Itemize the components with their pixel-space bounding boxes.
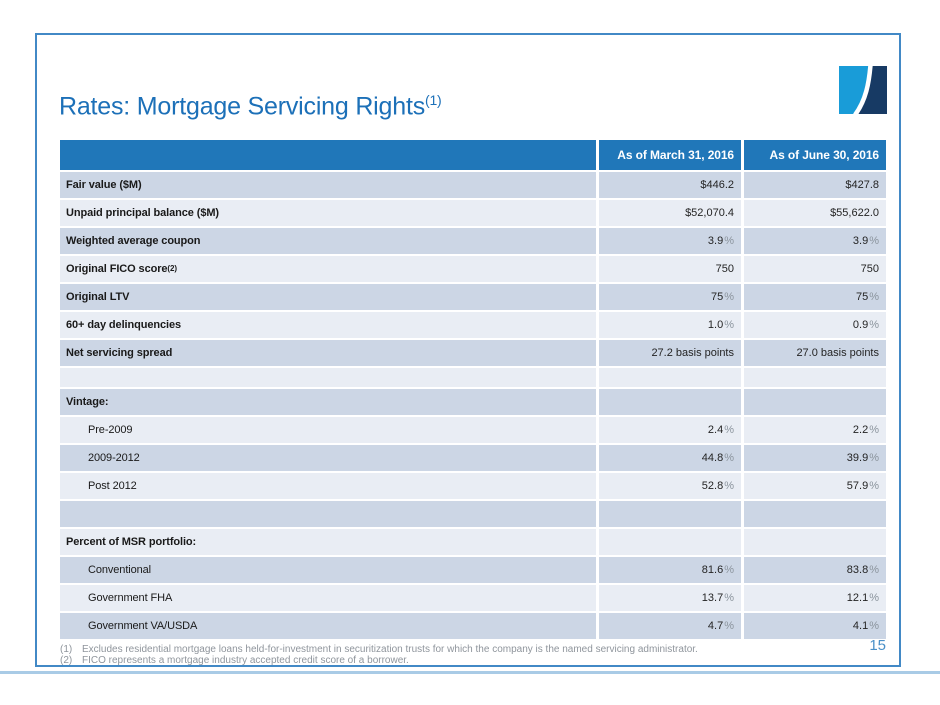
- value-march: [599, 529, 741, 555]
- value-march: 750: [599, 256, 741, 282]
- row-label: [60, 368, 596, 387]
- row-label: Unpaid principal balance ($M): [60, 200, 596, 226]
- table-row: Original LTV 75% 75%: [60, 284, 886, 310]
- value-june: 750: [744, 256, 886, 282]
- value-june: [744, 529, 886, 555]
- value-march: 52.8%: [599, 473, 741, 499]
- row-label: Government FHA: [60, 585, 596, 611]
- value-june: 12.1%: [744, 585, 886, 611]
- row-label: Original FICO score (2): [60, 256, 596, 282]
- row-label: [60, 501, 596, 527]
- value-june: [744, 501, 886, 527]
- value-march: 81.6%: [599, 557, 741, 583]
- value-march: 2.4%: [599, 417, 741, 443]
- table-row: Fair value ($M) $446.2 $427.8: [60, 172, 886, 198]
- row-label: Original LTV: [60, 284, 596, 310]
- value-march: [599, 368, 741, 387]
- value-march: 27.2 basis points: [599, 340, 741, 366]
- table-row: Weighted average coupon 3.9% 3.9%: [60, 228, 886, 254]
- title-footnote-marker: (1): [425, 92, 442, 108]
- value-march: $446.2: [599, 172, 741, 198]
- value-june: 83.8%: [744, 557, 886, 583]
- column-header-june: As of June 30, 2016: [744, 140, 886, 170]
- value-june: 4.1%: [744, 613, 886, 639]
- footnotes: (1) Excludes residential mortgage loans …: [60, 644, 800, 667]
- value-june: $427.8: [744, 172, 886, 198]
- column-header-march: As of March 31, 2016: [599, 140, 741, 170]
- value-march: 1.0%: [599, 312, 741, 338]
- row-label: Pre-2009: [60, 417, 596, 443]
- table-header-row: As of March 31, 2016 As of June 30, 2016: [60, 140, 886, 170]
- value-june: 75%: [744, 284, 886, 310]
- footnote: (2) FICO represents a mortgage industry …: [60, 654, 800, 667]
- value-june: 0.9%: [744, 312, 886, 338]
- footnote: (1) Excludes residential mortgage loans …: [60, 644, 800, 656]
- table-row: Net servicing spread 27.2 basis points 27.…: [60, 340, 886, 366]
- value-march: 4.7%: [599, 613, 741, 639]
- value-march: [599, 501, 741, 527]
- footnote-text: FICO represents a mortgage industry acce…: [82, 654, 409, 666]
- value-june: 39.9%: [744, 445, 886, 471]
- table-body: Fair value ($M) $446.2 $427.8 Unpaid princi…: [60, 172, 886, 639]
- value-june: 27.0 basis points: [744, 340, 886, 366]
- page-title: Rates: Mortgage Servicing Rights(1): [59, 85, 442, 121]
- value-june: [744, 368, 886, 387]
- table-row: Vintage:: [60, 389, 886, 415]
- value-march: $52,070.4: [599, 200, 741, 226]
- table-row: Government VA/USDA 4.7% 4.1%: [60, 613, 886, 639]
- table-row: Percent of MSR portfolio:: [60, 529, 886, 555]
- value-june: $55,622.0: [744, 200, 886, 226]
- row-label: Net servicing spread: [60, 340, 596, 366]
- row-label: 2009-2012: [60, 445, 596, 471]
- row-label: Fair value ($M): [60, 172, 596, 198]
- row-label: Vintage:: [60, 389, 596, 415]
- slide-border-frame: [35, 33, 901, 667]
- value-march: 44.8%: [599, 445, 741, 471]
- row-label: Conventional: [60, 557, 596, 583]
- row-label: Weighted average coupon: [60, 228, 596, 254]
- row-label: 60+ day delinquencies: [60, 312, 596, 338]
- page-title-text: Rates: Mortgage Servicing Rights: [59, 92, 425, 121]
- value-march: [599, 389, 741, 415]
- table-row: Conventional 81.6% 83.8%: [60, 557, 886, 583]
- table-row: [60, 501, 886, 527]
- bottom-accent-line: [0, 671, 940, 674]
- table-row: Post 2012 52.8% 57.9%: [60, 473, 886, 499]
- row-label-column-header: [60, 140, 596, 170]
- table-row: 2009-2012 44.8% 39.9%: [60, 445, 886, 471]
- value-march: 75%: [599, 284, 741, 310]
- company-logo-icon: [838, 64, 888, 117]
- row-label: Government VA/USDA: [60, 613, 596, 639]
- value-march: 13.7%: [599, 585, 741, 611]
- table-row: [60, 368, 886, 387]
- footnote-marker: (1): [60, 644, 73, 655]
- footnote-text: Excludes residential mortgage loans held…: [82, 644, 698, 655]
- table-row: Unpaid principal balance ($M) $52,070.4 $5…: [60, 200, 886, 226]
- value-june: 2.2%: [744, 417, 886, 443]
- value-march: 3.9%: [599, 228, 741, 254]
- table-row: Pre-2009 2.4% 2.2%: [60, 417, 886, 443]
- value-june: 57.9%: [744, 473, 886, 499]
- row-label: Post 2012: [60, 473, 596, 499]
- value-june: [744, 389, 886, 415]
- page-number: 15: [869, 637, 886, 654]
- row-label: Percent of MSR portfolio:: [60, 529, 596, 555]
- footnote-marker: (2): [60, 654, 73, 666]
- msr-table: As of March 31, 2016 As of June 30, 2016…: [60, 140, 886, 641]
- value-june: 3.9%: [744, 228, 886, 254]
- table-row: Original FICO score (2) 750 750: [60, 256, 886, 282]
- table-row: 60+ day delinquencies 1.0% 0.9%: [60, 312, 886, 338]
- table-row: Government FHA 13.7% 12.1%: [60, 585, 886, 611]
